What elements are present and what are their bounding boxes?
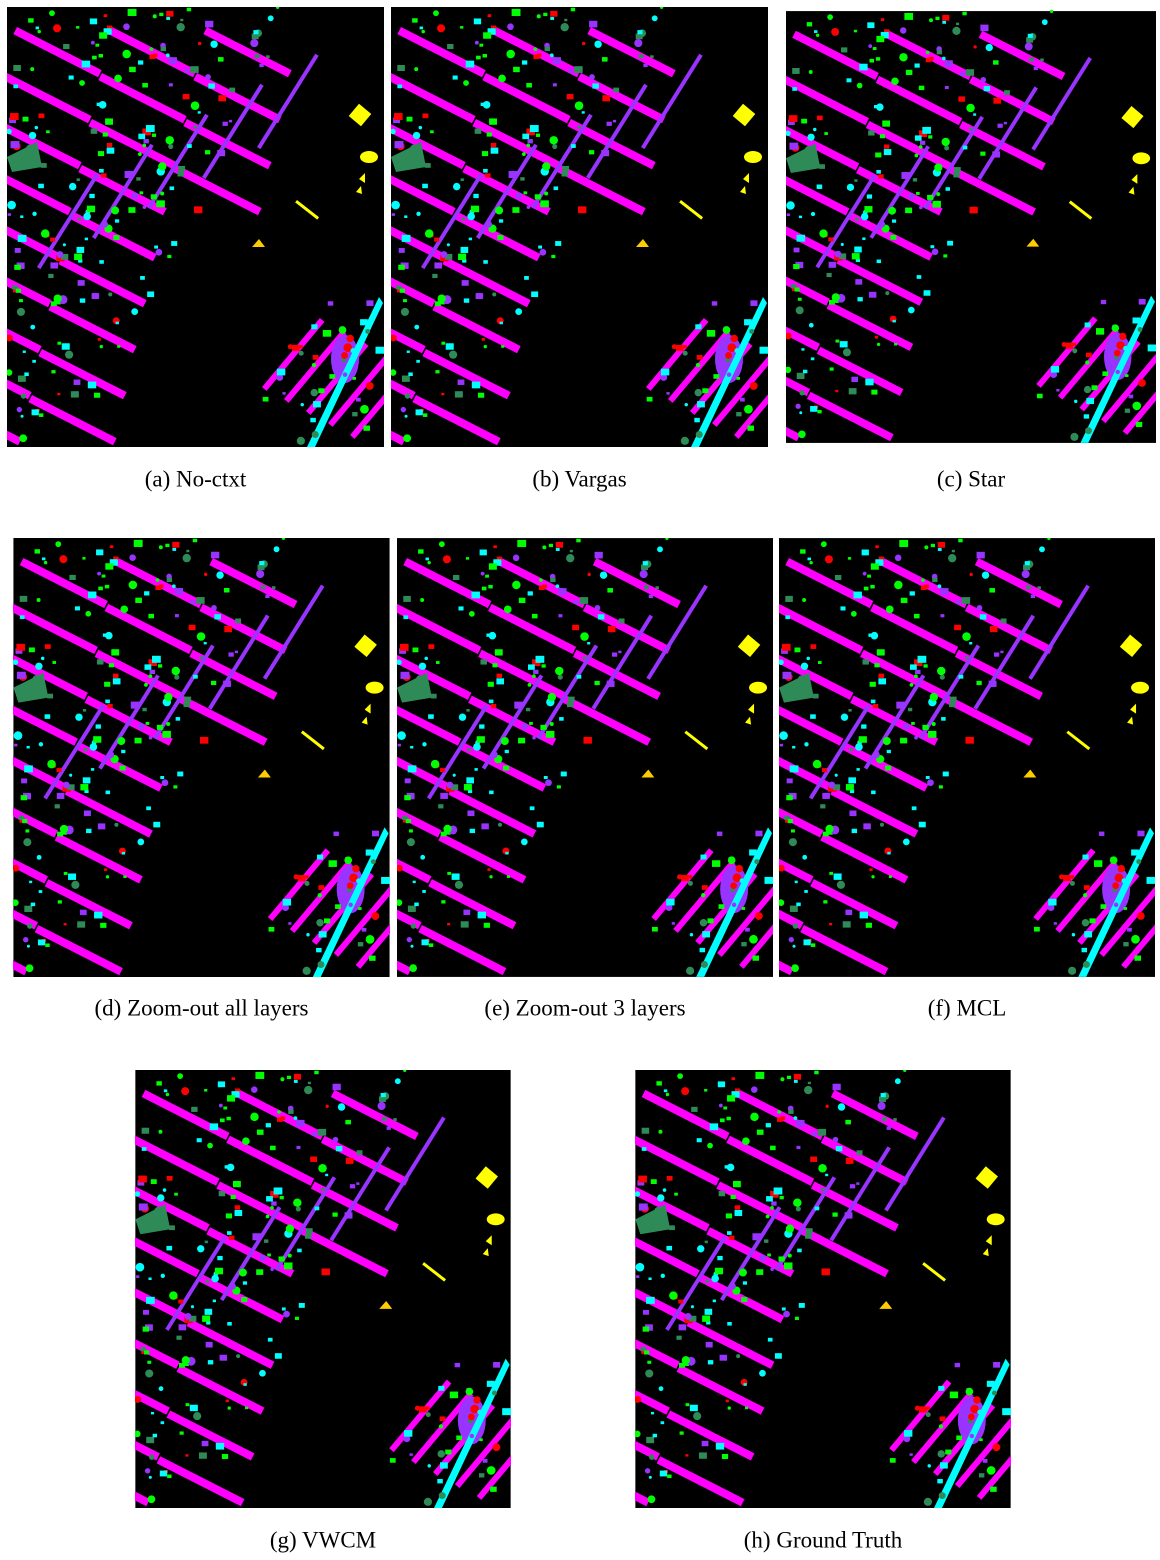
classification-map — [324, 537, 802, 977]
classification-map — [62, 1069, 539, 1508]
caption: (c) Star — [937, 466, 1006, 491]
caption: (b) Vargas — [532, 466, 626, 491]
caption: (e) Zoom-out 3 layers — [484, 995, 685, 1020]
caption: (a) No-ctxt — [145, 466, 247, 491]
classification-map — [562, 1069, 1039, 1508]
caption: (g) VWCM — [270, 1527, 376, 1552]
page: (a) No-ctxt (b) Vargas (c) Star (d) Zoom-ou… — [0, 0, 1160, 1560]
caption: (d) Zoom-out all layers — [95, 995, 309, 1020]
classification-map — [0, 537, 418, 977]
caption: (h) Ground Truth — [744, 1527, 903, 1552]
classification-map — [317, 6, 796, 447]
classification-map — [0, 6, 412, 447]
caption: (f) MCL — [928, 995, 1007, 1020]
classification-map — [714, 10, 1160, 443]
classification-map — [706, 537, 1160, 977]
figure: (a) No-ctxt (b) Vargas (c) Star (d) Zoom-ou… — [0, 0, 1160, 1560]
